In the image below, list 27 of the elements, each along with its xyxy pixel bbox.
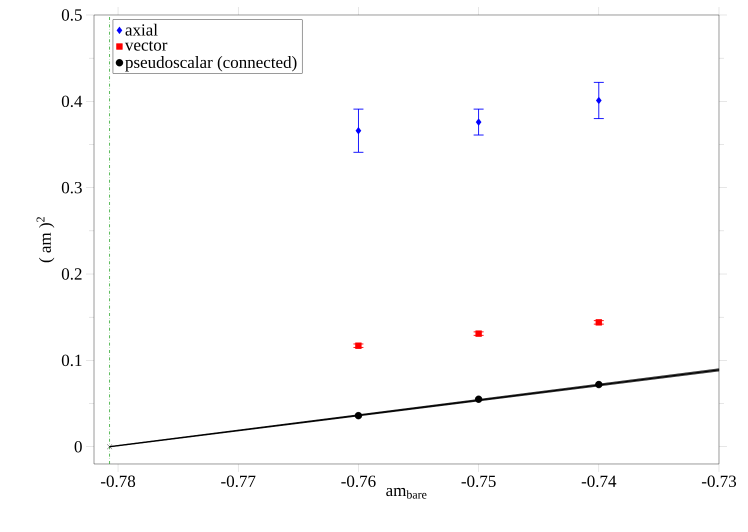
point: [596, 96, 602, 104]
point: [355, 342, 362, 349]
x-tick-label: -0.77: [221, 476, 256, 488]
x-tick-label: -0.73: [702, 476, 736, 488]
point: [474, 396, 482, 403]
y-axis-title: ( am )$^{2}$: [36, 217, 54, 262]
legend-label: vector: [124, 40, 168, 51]
x-tick-label: -0.76: [341, 476, 376, 488]
x-tick-label: -0.74: [582, 476, 616, 488]
x-axis-title: am$_{bare}$: [386, 488, 426, 499]
point: [475, 330, 482, 337]
y-tick-label: 0: [74, 440, 82, 452]
x-tick-label: -0.75: [462, 476, 496, 488]
y-tick-label: 0.4: [62, 96, 82, 108]
legend-label: pseudoscalar (connected): [125, 56, 296, 72]
y-tick-label: 0.5: [62, 9, 82, 21]
legend-label: axial: [126, 24, 158, 36]
y-tick-label: 0.1: [62, 354, 82, 366]
y-tick-label: 0.3: [62, 182, 82, 194]
y-tick-label: 0.2: [62, 268, 82, 280]
point: [354, 412, 362, 420]
point: [595, 380, 603, 388]
point: [476, 118, 482, 126]
point: [356, 127, 362, 134]
point: [596, 319, 602, 326]
point: [106, 444, 112, 450]
x-tick-label: -0.78: [100, 476, 136, 488]
